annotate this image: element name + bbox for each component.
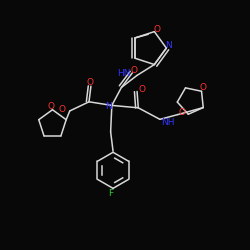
Text: O: O [58, 106, 66, 114]
Text: O: O [86, 78, 93, 87]
Text: O: O [179, 108, 186, 117]
Text: NH: NH [161, 118, 174, 128]
Text: O: O [48, 102, 55, 111]
Text: O: O [138, 84, 145, 94]
Text: N: N [165, 41, 172, 50]
Text: HN: HN [118, 69, 131, 78]
Text: O: O [153, 25, 160, 34]
Text: N: N [105, 102, 112, 111]
Text: F: F [108, 189, 113, 198]
Text: O: O [200, 83, 207, 92]
Text: O: O [131, 66, 138, 75]
